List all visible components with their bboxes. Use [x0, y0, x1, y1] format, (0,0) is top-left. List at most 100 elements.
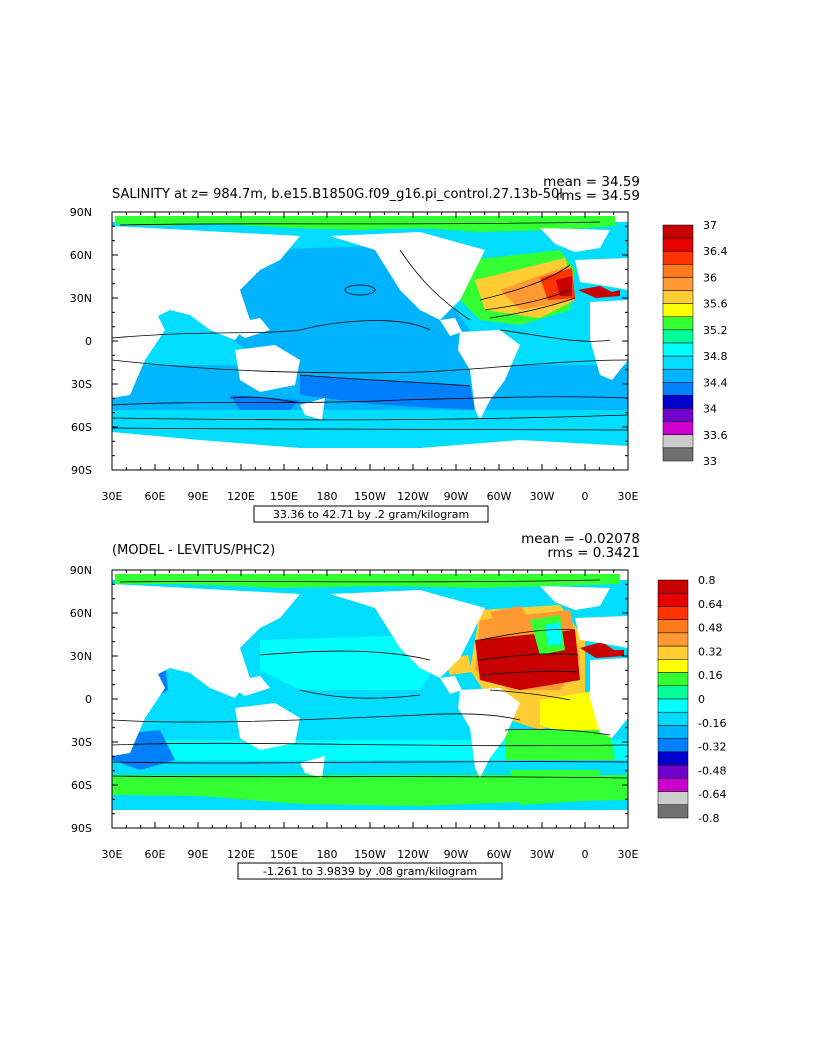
y-tick-label: 60S [71, 779, 92, 792]
x-tick-label: 60E [145, 490, 166, 503]
colorbar-swatch [662, 237, 694, 252]
colorbar-swatch [662, 382, 694, 396]
difference-map [112, 570, 628, 828]
x-tick-labels: 30E 60E 90E 120E 150E 180 150W 120W 90W 60W 30W 0 30… [102, 848, 639, 861]
y-tick-labels: 90N 60N 30N 0 30S 60S 90S [70, 206, 92, 477]
x-tick-label: 150E [270, 490, 298, 503]
difference-panel: (MODEL - LEVITUS/PHC2) mean = -0.02078 r… [70, 531, 726, 880]
x-tick-label: 30E [618, 490, 639, 503]
colorbar-swatch [657, 579, 689, 594]
x-tick-label: 0 [582, 490, 589, 503]
colorbar-swatch [662, 277, 694, 291]
y-tick-label: 90S [71, 464, 92, 477]
colorbar-swatch [662, 368, 694, 383]
mean-label: mean = 34.59 [543, 174, 640, 190]
salinity-map [112, 212, 628, 470]
mean-label: mean = -0.02078 [521, 531, 640, 547]
land-mask [112, 226, 628, 420]
colorbar-label: -0.64 [698, 788, 726, 801]
colorbar-swatch [657, 698, 689, 713]
colorbar-label: 35.2 [703, 324, 728, 337]
colorbar-swatch [662, 408, 694, 422]
x-tick-label: 90W [444, 848, 469, 861]
colorbar-label: 0.64 [698, 598, 723, 611]
y-tick-label: 60S [71, 421, 92, 434]
range-label: 33.36 to 42.71 by .2 gram/kilogram [273, 508, 469, 521]
colorbar-label: 34.8 [703, 350, 728, 363]
colorbar-label: -0.32 [698, 741, 726, 754]
y-tick-label: 90N [70, 564, 92, 577]
y-tick-label: 90S [71, 822, 92, 835]
colorbar-swatch [657, 645, 689, 660]
colorbar-label: 0.32 [698, 645, 723, 658]
colorbar-swatch [662, 316, 694, 331]
y-tick-labels: 90N 60N 30N 0 30S 60S 90S [70, 564, 92, 835]
x-tick-label: 150E [270, 848, 298, 861]
colorbar-swatch [662, 447, 694, 462]
colorbar: 0.8 0.64 0.48 0.32 0.16 0 -0.16 -0.32 -0.48 -0.64… [657, 574, 726, 825]
colorbar-swatch [657, 791, 689, 806]
x-tick-label: 120W [397, 848, 429, 861]
colorbar-swatch [657, 764, 689, 779]
y-tick-label: 30S [71, 378, 92, 391]
rms-label: rms = 0.3421 [547, 545, 640, 561]
colorbar-swatch [657, 672, 689, 687]
x-tick-label: 30W [530, 490, 555, 503]
colorbar-label: -0.48 [698, 764, 726, 777]
colorbar-swatch [662, 434, 694, 449]
colorbar-label: 0 [698, 693, 705, 706]
colorbar-swatch [662, 329, 694, 344]
colorbar-label: 36.4 [703, 245, 728, 258]
y-tick-label: 30S [71, 736, 92, 749]
axis-ticks [111, 569, 629, 829]
y-tick-label: 30N [70, 292, 92, 305]
x-tick-label: 150W [354, 848, 386, 861]
salinity-panel: SALINITY at z= 984.7m, b.e15.B1850G.f09_… [70, 174, 728, 523]
x-tick-label: 120E [227, 848, 255, 861]
x-tick-label: 180 [317, 490, 338, 503]
colorbar-swatch [662, 264, 694, 278]
x-tick-label: 60E [145, 848, 166, 861]
colorbar-swatch [662, 303, 694, 318]
y-tick-label: 30N [70, 650, 92, 663]
x-tick-label: 180 [317, 848, 338, 861]
colorbar-swatch [662, 342, 694, 357]
colorbar-swatch [657, 659, 689, 673]
colorbar-swatch [657, 778, 689, 792]
colorbar-label: 33.6 [703, 429, 728, 442]
x-tick-label: 90E [188, 848, 209, 861]
x-tick-label: 150W [354, 490, 386, 503]
colorbar-swatch [657, 619, 689, 634]
x-tick-label: 60W [487, 848, 512, 861]
x-tick-label: 30E [102, 848, 123, 861]
panel-title: SALINITY at z= 984.7m, b.e15.B1850G.f09_… [112, 187, 563, 202]
colorbar-swatch [657, 804, 689, 819]
panel-title: (MODEL - LEVITUS/PHC2) [112, 543, 275, 558]
x-tick-label: 0 [582, 848, 589, 861]
y-tick-label: 0 [85, 335, 92, 348]
x-tick-label: 30E [102, 490, 123, 503]
x-tick-label: 120E [227, 490, 255, 503]
x-tick-label: 30E [618, 848, 639, 861]
colorbar-label: -0.8 [698, 812, 719, 825]
y-tick-label: 90N [70, 206, 92, 219]
colorbar-swatch [662, 224, 694, 239]
contour-lines [112, 579, 628, 779]
colorbar-swatch [657, 606, 689, 620]
y-tick-label: 0 [85, 693, 92, 706]
x-tick-label: 120W [397, 490, 429, 503]
colorbar-label: 34.4 [703, 376, 728, 389]
range-box [237, 862, 503, 880]
colorbar-label: 33 [703, 455, 717, 468]
y-tick-label: 60N [70, 249, 92, 262]
colorbar-swatch [662, 421, 694, 436]
colorbar-label: 0.48 [698, 622, 723, 635]
colorbar-swatch [657, 751, 689, 766]
x-tick-label: 60W [487, 490, 512, 503]
range-label: -1.261 to 3.9839 by .08 gram/kilogram [263, 865, 477, 878]
colorbar-swatch [657, 725, 689, 739]
rms-label: rms = 34.59 [556, 188, 640, 204]
colorbar-swatch [662, 355, 694, 370]
axis-ticks [111, 211, 629, 471]
